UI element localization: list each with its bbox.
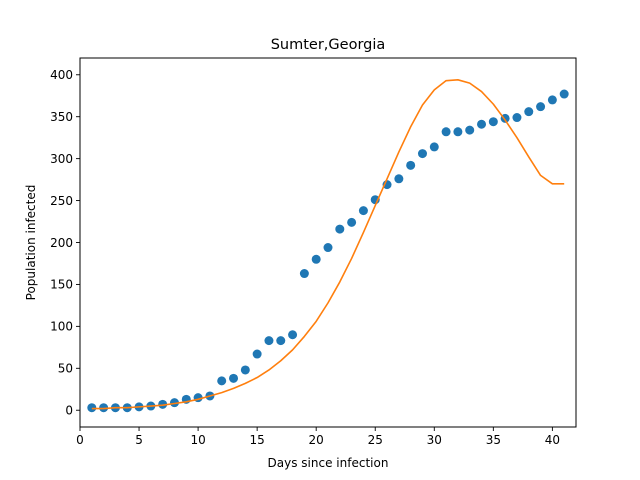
y-tick-label: 100 <box>50 320 73 334</box>
x-axis-title: Days since infection <box>268 456 389 470</box>
data-point <box>536 102 546 112</box>
x-tick-label: 30 <box>427 433 442 447</box>
data-point <box>169 398 179 408</box>
y-tick-label: 50 <box>58 362 73 376</box>
data-point <box>547 95 557 105</box>
y-axis: 0 50 100 150 200 250 300 350 400 <box>50 68 80 418</box>
data-point <box>417 149 427 159</box>
data-point <box>477 119 487 129</box>
data-point <box>288 330 298 340</box>
data-point <box>406 160 416 170</box>
x-tick-label: 10 <box>190 433 205 447</box>
data-point <box>240 365 250 375</box>
data-point <box>299 269 309 279</box>
data-point <box>335 224 345 234</box>
y-tick-label: 250 <box>50 194 73 208</box>
data-point <box>252 349 262 359</box>
y-tick-label: 200 <box>50 236 73 250</box>
data-point <box>441 127 451 137</box>
data-point <box>488 117 498 127</box>
x-tick-label: 25 <box>368 433 383 447</box>
data-point <box>512 113 522 123</box>
data-point <box>394 174 404 184</box>
x-tick-label: 0 <box>76 433 84 447</box>
fit-line <box>91 79 565 410</box>
data-point <box>264 336 274 346</box>
x-axis: 0 5 10 15 20 25 30 35 40 <box>76 427 560 447</box>
y-tick-label: 350 <box>50 110 73 124</box>
x-tick-label: 15 <box>250 433 265 447</box>
data-point <box>453 127 463 137</box>
data-point <box>229 373 239 383</box>
plot-area <box>87 79 569 413</box>
data-point <box>323 243 333 253</box>
data-point <box>276 336 286 346</box>
data-point <box>311 254 321 264</box>
y-tick-label: 300 <box>50 152 73 166</box>
data-point <box>559 89 569 99</box>
data-point <box>358 206 368 216</box>
data-point <box>465 125 475 135</box>
y-tick-label: 400 <box>50 68 73 82</box>
y-tick-label: 150 <box>50 278 73 292</box>
data-point <box>429 142 439 152</box>
data-point <box>217 376 227 386</box>
data-point <box>524 107 534 117</box>
y-axis-title: Population infected <box>24 185 38 301</box>
x-tick-label: 20 <box>309 433 324 447</box>
data-point <box>99 403 109 413</box>
data-point <box>158 399 168 409</box>
x-tick-label: 40 <box>545 433 560 447</box>
x-tick-label: 35 <box>486 433 501 447</box>
chart-title: Sumter,Georgia <box>271 37 386 53</box>
data-point <box>87 403 97 413</box>
data-point <box>347 217 357 227</box>
y-tick-label: 0 <box>65 404 73 418</box>
x-tick-label: 5 <box>135 433 143 447</box>
